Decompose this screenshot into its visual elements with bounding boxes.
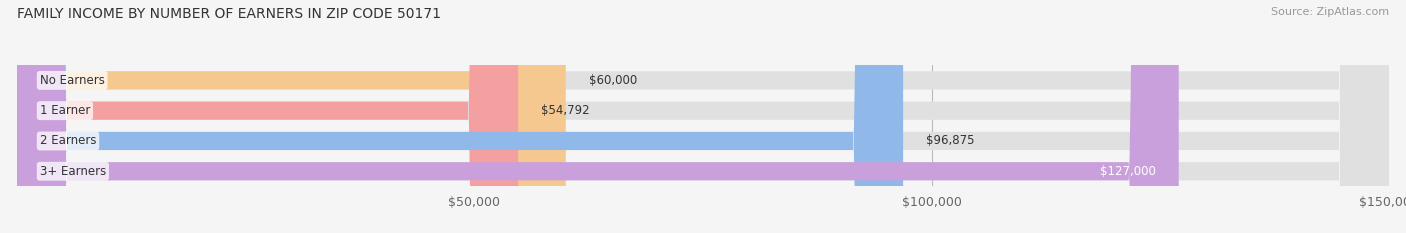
FancyBboxPatch shape <box>17 0 1389 233</box>
FancyBboxPatch shape <box>17 0 565 233</box>
FancyBboxPatch shape <box>17 0 1389 233</box>
Text: $54,792: $54,792 <box>541 104 589 117</box>
Text: 1 Earner: 1 Earner <box>39 104 90 117</box>
FancyBboxPatch shape <box>17 0 1389 233</box>
Text: FAMILY INCOME BY NUMBER OF EARNERS IN ZIP CODE 50171: FAMILY INCOME BY NUMBER OF EARNERS IN ZI… <box>17 7 441 21</box>
FancyBboxPatch shape <box>17 0 1389 233</box>
Text: 2 Earners: 2 Earners <box>39 134 96 147</box>
Text: $96,875: $96,875 <box>927 134 974 147</box>
Text: $127,000: $127,000 <box>1099 165 1156 178</box>
Text: $60,000: $60,000 <box>589 74 637 87</box>
FancyBboxPatch shape <box>17 0 519 233</box>
Text: Source: ZipAtlas.com: Source: ZipAtlas.com <box>1271 7 1389 17</box>
FancyBboxPatch shape <box>17 0 1178 233</box>
Text: No Earners: No Earners <box>39 74 104 87</box>
FancyBboxPatch shape <box>17 0 903 233</box>
Text: 3+ Earners: 3+ Earners <box>39 165 105 178</box>
